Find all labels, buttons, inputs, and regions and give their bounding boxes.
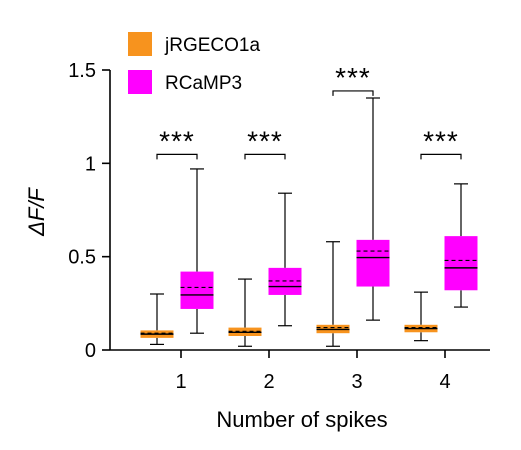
x-axis-title: Number of spikes	[216, 407, 387, 432]
significance-label: ***	[335, 62, 371, 93]
x-tick-label: 2	[263, 371, 274, 393]
box-iqr	[444, 236, 478, 291]
legend-label: jRGECO1a	[164, 35, 260, 56]
significance-4: ***	[420, 125, 462, 160]
significance-3: ***	[332, 62, 374, 96]
significance-label: ***	[423, 125, 459, 156]
box-RCaMP3-2	[268, 192, 302, 327]
box-jRGECO1a-4	[404, 291, 438, 342]
y-tick-label: 0.5	[68, 247, 96, 269]
plot-area: *** *** *** ***	[140, 62, 478, 347]
x-tick-label: 4	[439, 371, 450, 393]
box-jRGECO1a-3	[316, 241, 350, 347]
legend-swatch	[128, 32, 152, 56]
legend-item-RCaMP3: RCaMP3	[128, 70, 242, 94]
significance-bracket	[420, 153, 462, 160]
significance-bracket	[332, 90, 374, 96]
x-tick-label: 1	[175, 371, 186, 393]
box-iqr	[356, 239, 390, 287]
box-RCaMP3-4	[444, 183, 478, 308]
y-tick-label: 0	[85, 340, 96, 362]
legend-item-jRGECO1a: jRGECO1a	[128, 32, 260, 56]
significance-bracket	[244, 153, 286, 160]
significance-2: ***	[244, 125, 286, 160]
legend-label: RCaMP3	[165, 73, 242, 94]
significance-label: ***	[159, 125, 195, 156]
y-axis-title: ΔF/F	[24, 187, 49, 237]
box-jRGECO1a-1	[140, 293, 174, 345]
legend-swatch	[128, 70, 152, 94]
y-axis: 0 0.5 1 1.5	[68, 60, 111, 362]
box-iqr	[180, 271, 214, 309]
box-RCaMP3-3	[356, 97, 390, 321]
y-tick-label: 1.5	[68, 60, 96, 82]
x-tick-label: 3	[351, 371, 362, 393]
x-axis: 1 2 3 4	[110, 349, 490, 393]
y-tick-label: 1	[85, 153, 96, 175]
significance-label: ***	[247, 125, 283, 156]
significance-1: ***	[156, 125, 198, 160]
box-RCaMP3-1	[180, 168, 214, 334]
significance-bracket	[156, 153, 198, 160]
box-jRGECO1a-2	[228, 278, 262, 347]
legend: jRGECO1a RCaMP3	[128, 32, 260, 94]
